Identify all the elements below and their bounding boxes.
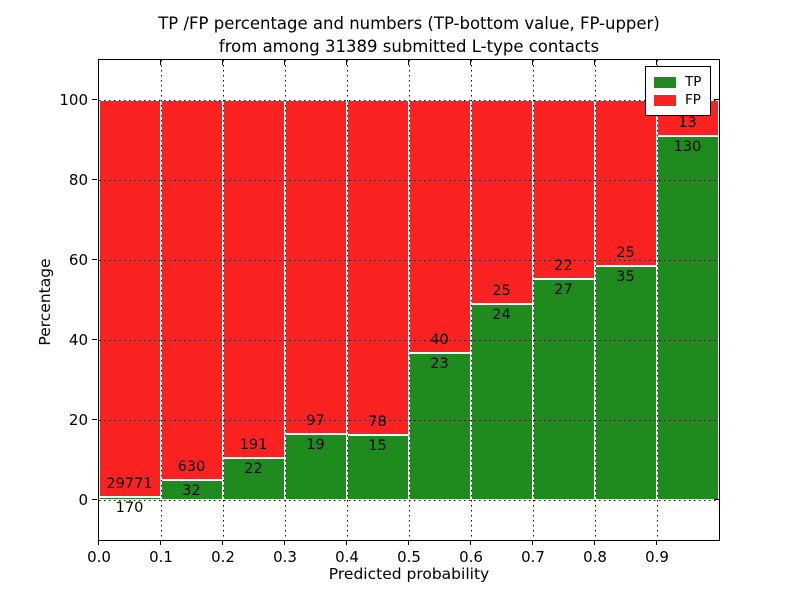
tp-count-label: 27 [554, 282, 573, 299]
tp-count-label: 19 [306, 436, 325, 453]
legend-item-tp: TP [654, 75, 701, 89]
x-tick-label: 0.6 [459, 548, 483, 566]
vertical-gridline [222, 59, 224, 540]
y-tick-label: 100 [59, 91, 88, 109]
tp-count-label: 32 [182, 483, 201, 500]
horizontal-gridline [98, 499, 719, 501]
bar-tp-segment [346, 434, 409, 500]
x-tick-label: 0.3 [273, 548, 297, 566]
fp-count-label: 13 [678, 114, 697, 131]
y-tick-mark [92, 498, 97, 501]
bar-tp-segment [408, 353, 471, 500]
vertical-gridline [470, 59, 472, 540]
fp-count-label: 40 [430, 332, 449, 349]
fp-count-label: 22 [554, 258, 573, 275]
bar-fp-segment [470, 99, 533, 304]
tp-count-label: 35 [616, 269, 635, 286]
fp-count-label: 630 [177, 459, 206, 476]
vertical-gridline [346, 59, 348, 540]
bar-tp-segment [532, 279, 595, 500]
y-tick-label: 0 [78, 491, 88, 509]
bar-fp-segment [98, 99, 161, 498]
vertical-gridline [656, 59, 658, 540]
x-tick-label: 0.9 [645, 548, 669, 566]
horizontal-gridline [98, 99, 719, 101]
tp-legend-swatch [654, 76, 676, 88]
tp-count-label: 23 [430, 356, 449, 373]
bar-tp-segment [98, 497, 161, 500]
bar-fp-segment [346, 99, 409, 435]
bar-tp-segment [222, 458, 285, 500]
vertical-gridline [408, 59, 410, 540]
x-tick-mark [407, 539, 410, 545]
y-tick-mark [92, 418, 97, 421]
vertical-gridline [532, 59, 534, 540]
legend: TP FP [645, 66, 712, 116]
bar-tp-segment [284, 433, 347, 500]
horizontal-gridline [98, 419, 719, 421]
vertical-gridline [594, 59, 596, 540]
y-tick-mark [92, 258, 97, 261]
vertical-gridline [284, 59, 286, 540]
tp-legend-label: TP [685, 74, 702, 90]
x-tick-mark [469, 539, 472, 545]
fp-legend-label: FP [685, 92, 701, 108]
fp-count-label: 78 [368, 413, 387, 430]
legend-item-fp: FP [654, 93, 701, 107]
x-axis-label: Predicted probability [328, 565, 490, 583]
x-tick-label: 0.8 [583, 548, 607, 566]
plot-area: 29771 170 630 32 191 22 97 19 78 15 40 23 25 24 22 27 25… [92, 58, 720, 545]
vertical-gridline [160, 59, 162, 540]
x-tick-label: 0.5 [397, 548, 421, 566]
fp-count-label: 29771 [106, 476, 153, 493]
tp-count-label: 22 [244, 461, 263, 478]
x-tick-mark [531, 539, 534, 545]
bar-tp-segment [656, 135, 719, 500]
fp-count-label: 191 [239, 437, 268, 454]
y-tick-mark [92, 338, 97, 341]
tp-count-label: 170 [115, 500, 144, 517]
x-tick-label: 0.4 [335, 548, 359, 566]
y-tick-mark [92, 98, 97, 101]
x-tick-label: 0.2 [211, 548, 235, 566]
fp-count-label: 97 [306, 412, 325, 429]
x-tick-mark [593, 539, 596, 545]
bar-tp-segment [470, 303, 533, 500]
bar-fp-segment [532, 99, 595, 280]
fp-count-label: 25 [616, 245, 635, 262]
tp-count-label: 130 [673, 138, 702, 155]
bar-fp-segment [284, 99, 347, 434]
x-tick-mark [345, 539, 348, 545]
chart-title-line2: from among 31389 submitted L-type contac… [218, 36, 600, 56]
x-tick-label: 0.0 [87, 548, 111, 566]
x-tick-mark [655, 539, 658, 545]
horizontal-gridline [98, 339, 719, 341]
y-tick-label: 80 [68, 171, 88, 189]
x-tick-mark [221, 539, 224, 545]
bar-fp-segment [160, 99, 223, 481]
x-tick-mark [159, 539, 162, 545]
horizontal-gridline [98, 259, 719, 261]
y-tick-label: 60 [68, 251, 88, 269]
fp-count-label: 25 [492, 282, 511, 299]
fp-legend-swatch [654, 94, 676, 106]
x-tick-label: 0.1 [149, 548, 173, 566]
bar-fp-segment [222, 99, 285, 459]
x-tick-label: 0.7 [521, 548, 545, 566]
y-tick-mark [92, 178, 97, 181]
bar-fp-segment [408, 99, 471, 354]
bar-fp-segment [594, 99, 657, 267]
chart-title-line1: TP /FP percentage and numbers (TP-bottom… [158, 14, 660, 33]
bar-tp-segment [594, 266, 657, 500]
chart-title: TP /FP percentage and numbers (TP-bottom… [158, 13, 660, 58]
tp-count-label: 24 [492, 306, 511, 323]
tp-count-label: 15 [368, 437, 387, 454]
y-tick-label: 20 [68, 411, 88, 429]
y-tick-label: 40 [68, 331, 88, 349]
horizontal-gridline [98, 179, 719, 181]
x-tick-mark [97, 539, 100, 545]
x-tick-mark [283, 539, 286, 545]
